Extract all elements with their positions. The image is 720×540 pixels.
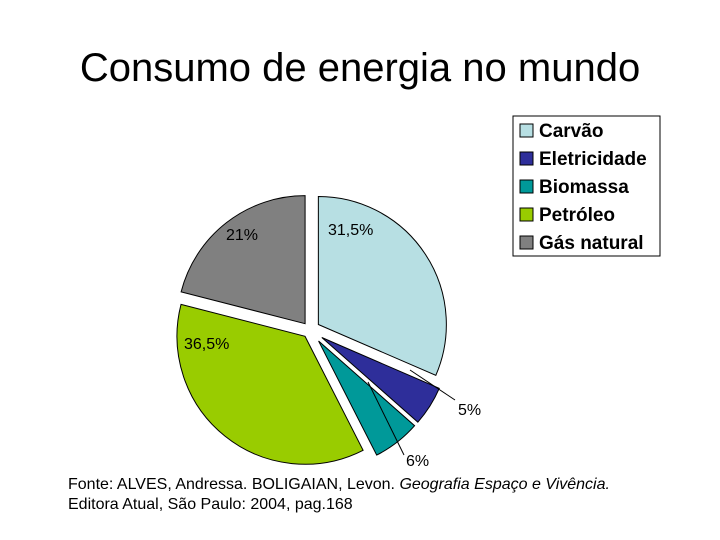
- pie-slice-biomassa: [318, 340, 416, 456]
- legend-swatch-carvao: [519, 123, 534, 138]
- pie-slices: [176, 195, 447, 465]
- legend-label-gas-natural: Gás natural: [539, 233, 644, 254]
- pointer-line-biomassa: [367, 381, 405, 456]
- legend-swatch-biomassa: [519, 179, 534, 194]
- pie-slice-carvao: [317, 196, 447, 377]
- pie-slice-petroleo: [176, 303, 364, 465]
- pie-slice-gas-natural: [180, 195, 306, 325]
- pie-slice-eletricidade: [321, 337, 440, 423]
- legend-swatch-gas-natural: [519, 235, 534, 250]
- source-publisher: Editora Atual, São Paulo: 2004, pag.168: [68, 496, 353, 513]
- slice-label-gas-natural: 21%: [226, 227, 258, 244]
- legend-label-carvao: Carvão: [539, 121, 603, 142]
- legend-label-biomassa: Biomassa: [539, 177, 629, 198]
- legend-label-eletricidade: Eletricidade: [539, 149, 647, 170]
- source-authors: Fonte: ALVES, Andressa. BOLIGAIAN, Levon…: [68, 476, 400, 493]
- slice-label-biomassa: 6%: [406, 453, 429, 470]
- legend-frame: [512, 115, 661, 257]
- source-citation: Fonte: ALVES, Andressa. BOLIGAIAN, Levon…: [68, 475, 708, 515]
- slice-label-eletricidade: 5%: [458, 402, 481, 419]
- slice-label-petroleo: 36,5%: [184, 336, 229, 353]
- legend-swatch-eletricidade: [519, 151, 534, 166]
- legend-swatch-petroleo: [519, 207, 534, 222]
- label-pointers: [367, 369, 456, 456]
- slice-labels: 31,5% 5% 6% 36,5% 21%: [184, 222, 481, 470]
- pointer-line-eletricidade: [409, 369, 456, 401]
- chart-legend: Carvão Eletricidade Biomassa Petróleo Gás na…: [512, 115, 661, 257]
- legend-label-petroleo: Petróleo: [539, 205, 615, 226]
- chart-title: Consumo de energia no mundo: [79, 46, 641, 90]
- source-book-title: Geografia Espaço e Vivência.: [399, 476, 610, 493]
- slice-label-carvao: 31,5%: [328, 222, 373, 239]
